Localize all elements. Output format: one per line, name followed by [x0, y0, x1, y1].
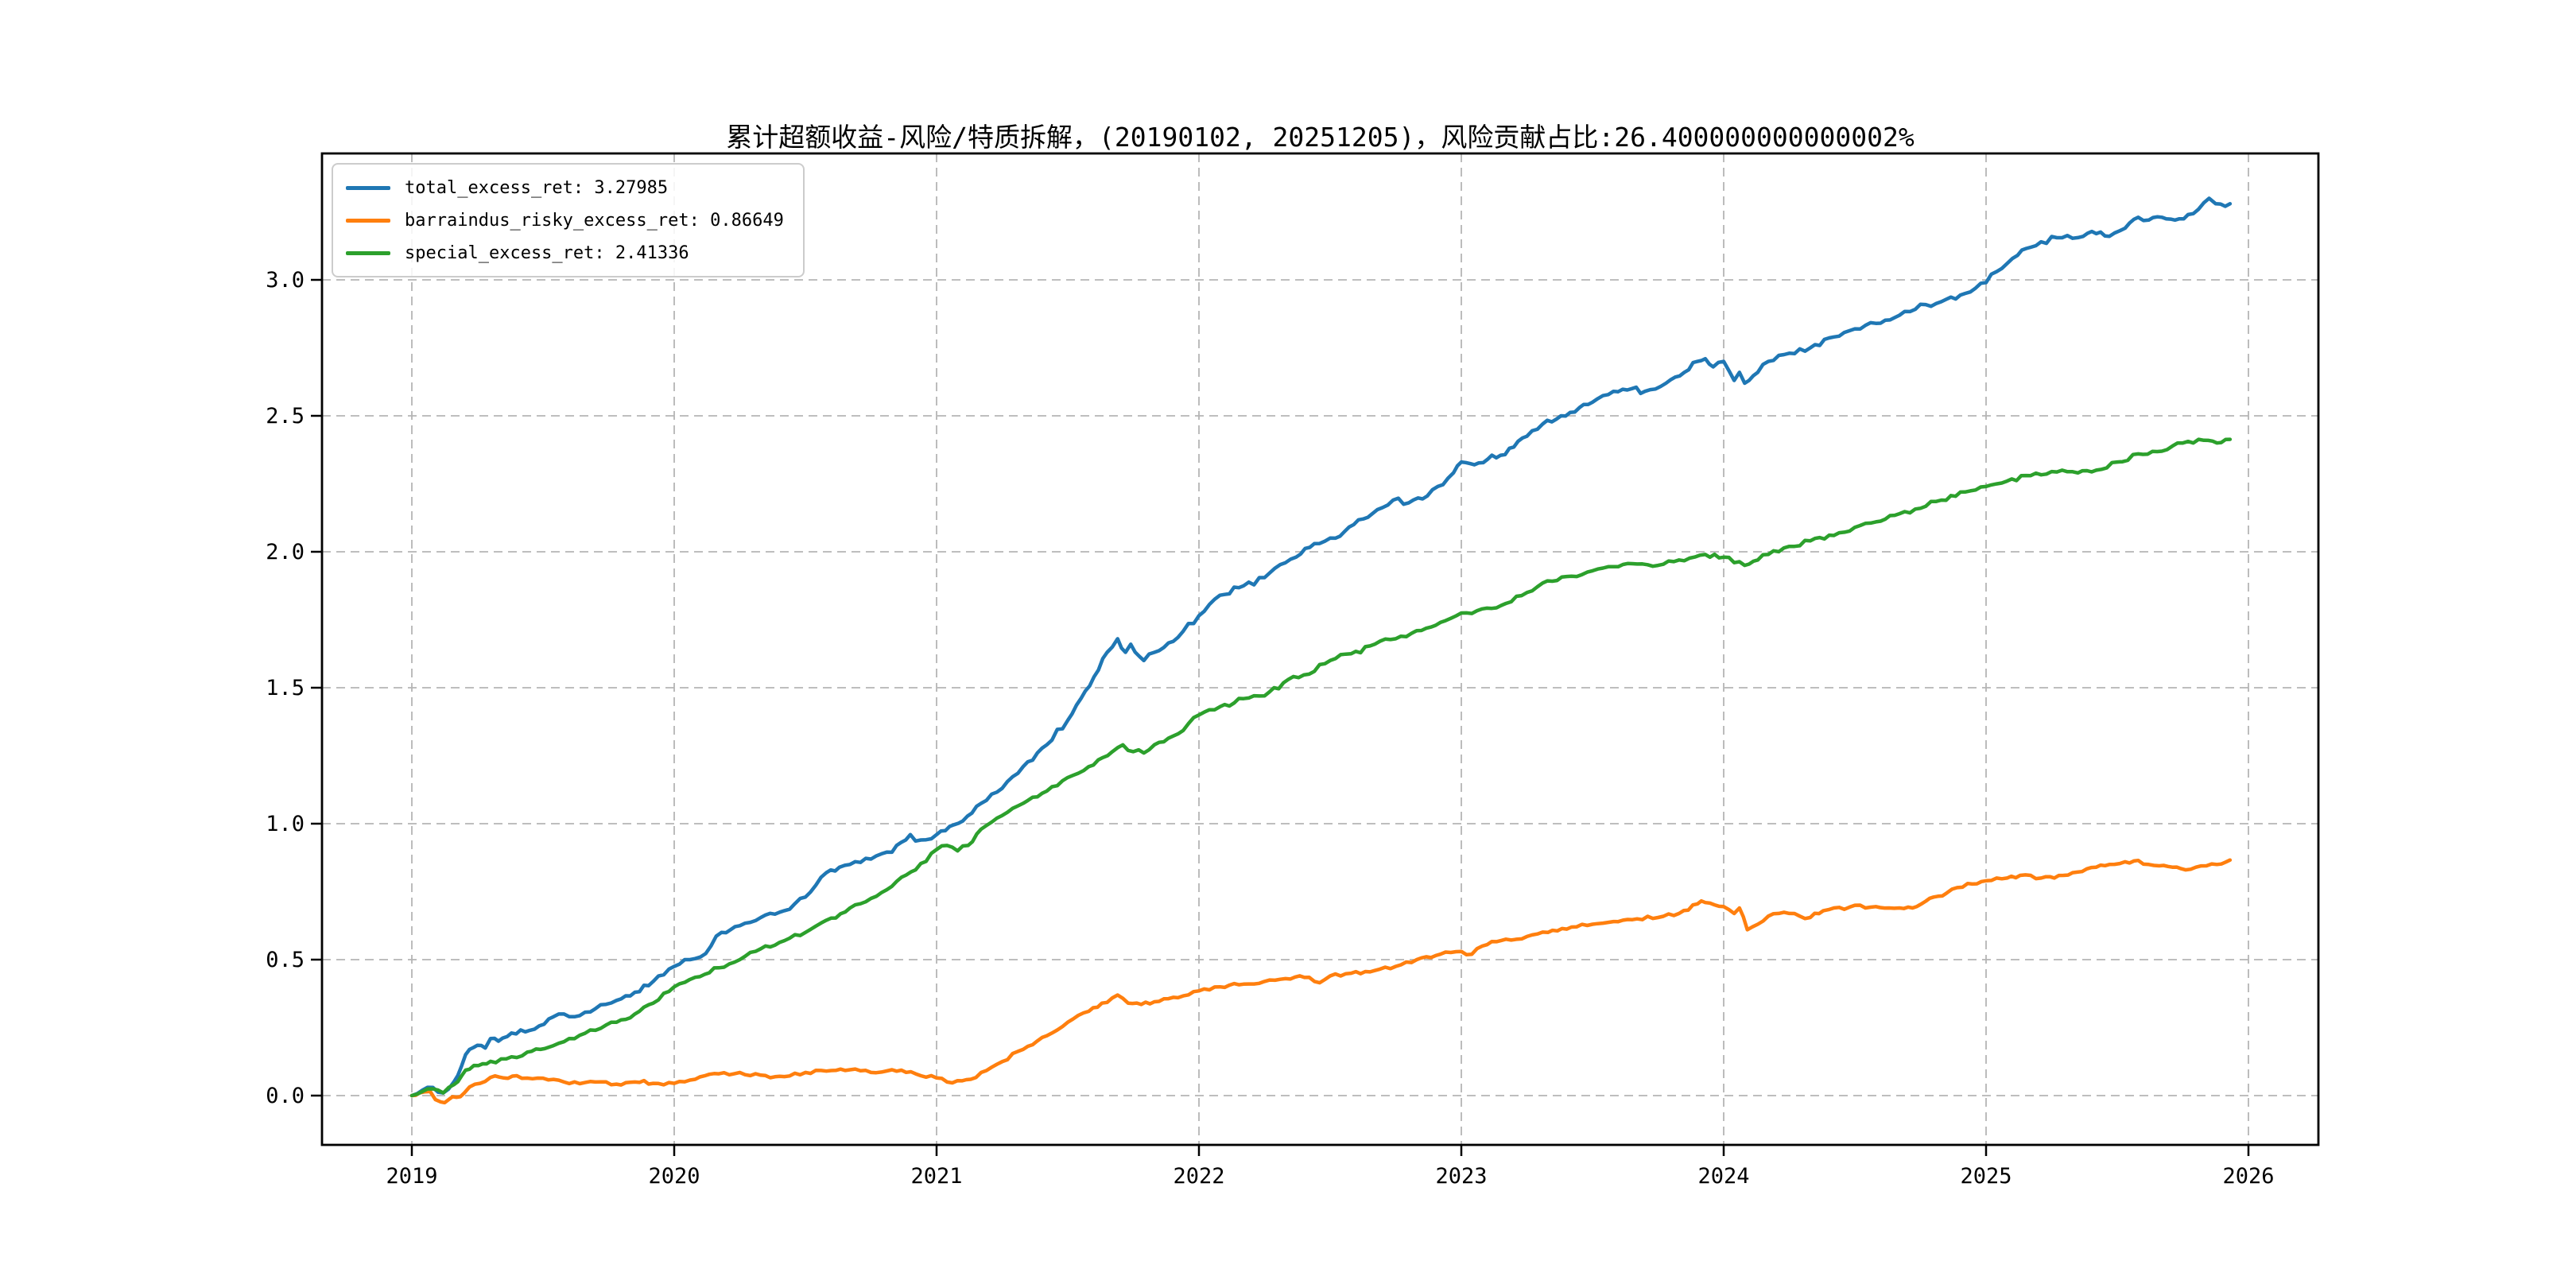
series-line-total_excess_ret	[409, 196, 2233, 1098]
x-tick-label-2022: 2022	[1173, 1164, 1224, 1189]
legend-item-total_excess_ret: total_excess_ret: 3.27985	[346, 174, 784, 201]
y-tick-label-3.0: 3.0	[266, 268, 305, 293]
y-tick-label-0.0: 0.0	[266, 1084, 305, 1108]
y-tick-label-1.0: 1.0	[266, 812, 305, 836]
x-tick-label-2026: 2026	[2222, 1164, 2274, 1189]
x-tick-label-2019: 2019	[386, 1164, 437, 1189]
x-tick-label-2021: 2021	[910, 1164, 962, 1189]
series-line-special_excess_ret	[409, 437, 2233, 1098]
legend-line-sample	[346, 250, 390, 255]
legend-item-label: special_excess_ret: 2.41336	[405, 242, 689, 263]
y-tick-label-2.0: 2.0	[266, 540, 305, 564]
legend-line-sample	[346, 218, 390, 223]
y-tick-label-0.5: 0.5	[266, 948, 305, 972]
x-tick-label-2020: 2020	[648, 1164, 700, 1189]
series-line-barraindus_risky_excess_ret	[409, 858, 2233, 1105]
plot-area	[320, 152, 2320, 1146]
legend: total_excess_ret: 3.27985 barraindus_risk…	[332, 163, 805, 277]
legend-line-sample	[346, 185, 390, 190]
legend-item-barraindus_risky_excess_ret: barraindus_risky_excess_ret: 0.86649	[346, 207, 784, 234]
x-tick-label-2023: 2023	[1435, 1164, 1487, 1189]
legend-item-label: total_excess_ret: 3.27985	[405, 177, 669, 198]
x-tick-label-2025: 2025	[1960, 1164, 2012, 1189]
x-tick-label-2024: 2024	[1697, 1164, 1749, 1189]
y-tick-label-2.5: 2.5	[266, 404, 305, 429]
chart-title: 累计超额收益-风险/特质拆解，(20190102, 20251205)，风险贡献…	[726, 122, 1915, 153]
legend-item-special_excess_ret: special_excess_ret: 2.41336	[346, 239, 784, 266]
y-tick-label-1.5: 1.5	[266, 676, 305, 700]
legend-item-label: barraindus_risky_excess_ret: 0.86649	[405, 210, 784, 231]
